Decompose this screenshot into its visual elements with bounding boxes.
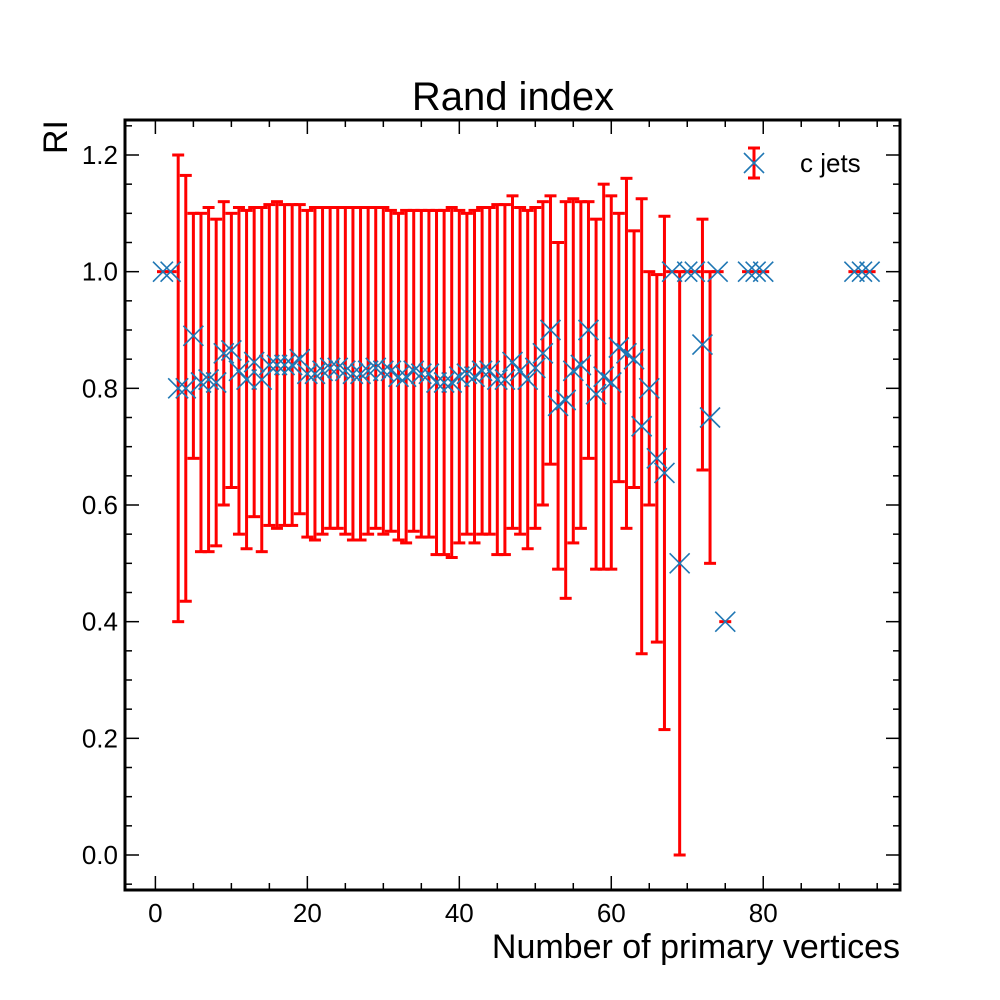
data-point-marker [486,369,508,391]
data-point-marker [532,342,554,364]
x-axis-label: Number of primary vertices [492,928,900,966]
y-tick-label: 0.0 [82,840,118,870]
y-axis: 0.0 0.2 0.4 0.6 0.8 1.0 1.2 [82,125,900,885]
data-point-marker [425,371,448,394]
data-point-marker [851,261,873,283]
data-point-marker [387,366,410,388]
y-tick-label: 0.2 [82,723,118,753]
data-point-marker [577,319,600,341]
data-point-marker [182,325,204,347]
data-point-marker [152,261,174,283]
x-tick-label: 60 [597,898,626,928]
data-point-marker [410,363,432,385]
data-point-marker [433,371,455,394]
data-point-marker [304,363,326,385]
x-tick-label: 80 [749,898,778,928]
data-point-marker [524,357,546,379]
data-point-marker [372,360,394,382]
data-point-marker [349,363,372,385]
data-point-marker [714,611,736,633]
data-point-marker [707,261,729,283]
data-point-marker [646,447,668,469]
data-point-marker [205,371,227,394]
marker-group [152,261,881,633]
data-point-marker [669,552,691,574]
data-point-marker [266,354,288,376]
data-point-marker [479,360,501,382]
chart-title: Rand index [412,75,614,119]
data-point-marker [501,351,524,373]
data-point-marker [494,369,516,391]
y-tick-label: 0.6 [82,490,118,520]
y-tick-label: 0.8 [82,373,118,403]
data-point-marker [517,369,539,391]
data-point-marker [570,354,592,376]
data-point-marker [676,261,698,283]
y-tick-label: 0.4 [82,607,118,637]
data-point-marker [418,363,440,385]
legend-label: c jets [800,148,861,178]
data-point-marker [752,261,774,283]
data-point-marker [539,319,562,341]
data-point-marker [198,369,220,391]
data-point-marker [327,357,349,379]
y-axis-label: RI [37,120,75,154]
data-point-marker [653,462,676,484]
legend-x-marker [743,152,765,174]
plot-area [152,153,881,857]
data-point-marker [699,406,721,429]
data-point-marker [258,354,280,376]
y-tick-label: 1.2 [82,140,118,170]
data-point-marker [600,371,622,394]
data-point-marker [585,383,607,405]
data-point-marker [684,261,706,283]
data-point-marker [167,377,189,399]
data-point-marker [745,261,767,283]
data-point-marker [631,415,653,437]
data-point-marker [555,389,577,411]
plot-frame [123,118,902,892]
data-point-marker [859,261,881,283]
data-point-marker [236,369,258,391]
errorbar-group [156,153,876,857]
legend: c jets [743,146,861,180]
data-point-marker [175,377,197,399]
data-point-marker [843,261,865,283]
x-tick-label: 40 [445,898,474,928]
data-point-marker [273,354,296,376]
data-point-marker [737,261,759,283]
y-tick-label: 1.0 [82,257,118,287]
data-point-marker [661,261,683,283]
data-point-marker [448,366,470,388]
data-point-marker [160,261,182,283]
data-point-marker [213,342,235,364]
x-tick-label: 0 [148,898,162,928]
data-point-marker [623,348,645,370]
x-axis: 0 20 40 60 80 [148,120,878,928]
data-point-marker [220,339,242,361]
data-point-marker [471,360,493,382]
data-point-marker [357,360,379,382]
data-point-marker [691,334,714,356]
data-point-marker [228,360,250,382]
x-tick-label: 20 [293,898,322,928]
data-point-marker [638,377,660,399]
data-point-marker [190,371,212,394]
